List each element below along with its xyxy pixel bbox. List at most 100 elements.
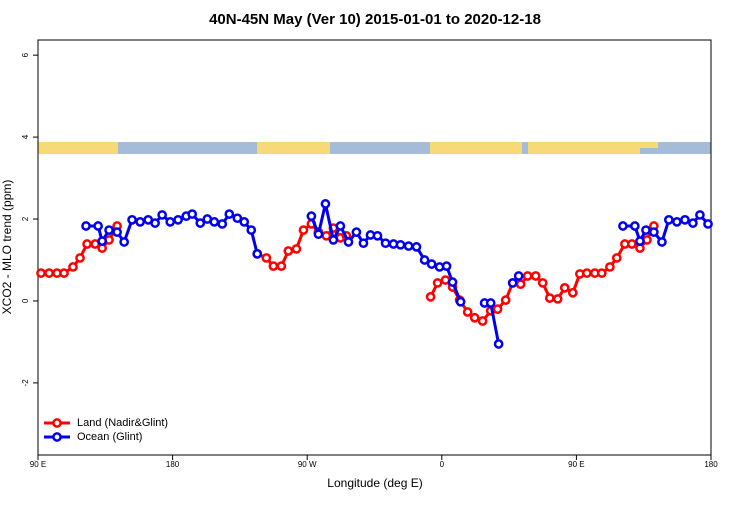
data-point [618,221,628,231]
data-point [530,271,541,281]
data-point [649,227,659,237]
x-tick-label: 90 E [568,460,584,469]
data-point [119,237,129,247]
y-tick-label: 4 [21,134,30,139]
data-point [559,283,570,293]
data-point [343,237,354,247]
data-point [485,298,496,308]
plot-frame [37,39,712,456]
data-point [209,217,220,227]
data-point [313,229,324,240]
y-tick-label: -2 [21,379,30,387]
data-point [477,316,488,326]
data-point [44,268,54,278]
data-point [426,259,437,269]
data-point [268,261,279,271]
data-point [611,253,622,263]
data-point [93,221,103,231]
data-point [97,236,108,247]
data-point [358,238,369,249]
data-point [657,237,667,247]
x-tick-label: 180 [704,460,718,469]
data-point [522,271,533,281]
data-point [537,278,548,288]
x-tick-label: 90 E [30,460,46,469]
y-axis-label: XCO2 - MLO trend (ppm) [0,180,14,315]
data-point [195,218,206,228]
data-point [507,278,518,288]
data-point [425,292,436,302]
data-point [328,235,339,245]
data-point [252,248,263,259]
data-point [320,199,331,209]
data-point [372,230,383,241]
data-point [306,211,317,222]
data-point [395,239,406,250]
data-point [596,268,607,278]
data-point [462,307,473,317]
data-point [150,218,160,228]
y-tick-label: 6 [21,52,30,57]
data-point [411,242,422,252]
legend-marker [52,432,62,442]
y-tick-label: 2 [21,216,30,221]
data-point [217,219,228,229]
data-point [515,279,526,290]
chart-title: 40N-45N May (Ver 10) 2015-01-01 to 2020-… [209,11,541,28]
x-tick-label: 180 [166,460,180,469]
data-point [246,225,257,235]
data-point [695,210,705,220]
data-point [469,312,480,323]
data-point [630,221,640,231]
data-point [641,225,651,235]
legend-label: Ocean (Glint) [77,431,142,443]
data-point [36,268,46,278]
data-point [173,214,183,225]
data-point [513,271,524,281]
x-tick-label: 0 [440,460,445,469]
y-tick-label: 0 [21,298,30,303]
data-point [276,261,287,271]
data-point [59,268,69,278]
land-mask-strip [38,142,711,154]
legend-label: Land (Nadir&Glint) [77,417,168,429]
data-point [127,214,137,225]
data-point [688,218,698,228]
data-point [567,287,578,298]
x-axis-label: Longitude (deg E) [327,476,422,490]
data-point [380,238,391,249]
data-point [500,295,511,305]
data-point [627,239,637,249]
data-point [672,217,682,227]
data-point [403,241,414,251]
data-point [492,304,503,315]
data-point [82,239,92,249]
data-point [447,277,458,287]
data-point [135,217,145,227]
data-point [680,214,690,225]
data-point [635,236,645,247]
data-point [283,246,294,256]
data-point [441,261,452,271]
data-point [75,253,85,263]
data-point [104,225,114,235]
data-point [224,209,235,219]
data-point [187,209,198,219]
data-point [703,219,713,229]
data-point [351,227,362,237]
data-point [261,253,272,263]
data-point [605,262,615,272]
data-point [165,217,176,227]
data-point [68,262,78,272]
data-point [544,293,555,303]
legend-marker [52,418,62,428]
data-point [493,339,504,349]
data-point [419,255,430,265]
data-point [232,213,243,224]
data-point [455,296,466,307]
data-point [432,278,443,288]
data-point [157,210,167,220]
data-point [81,221,91,231]
